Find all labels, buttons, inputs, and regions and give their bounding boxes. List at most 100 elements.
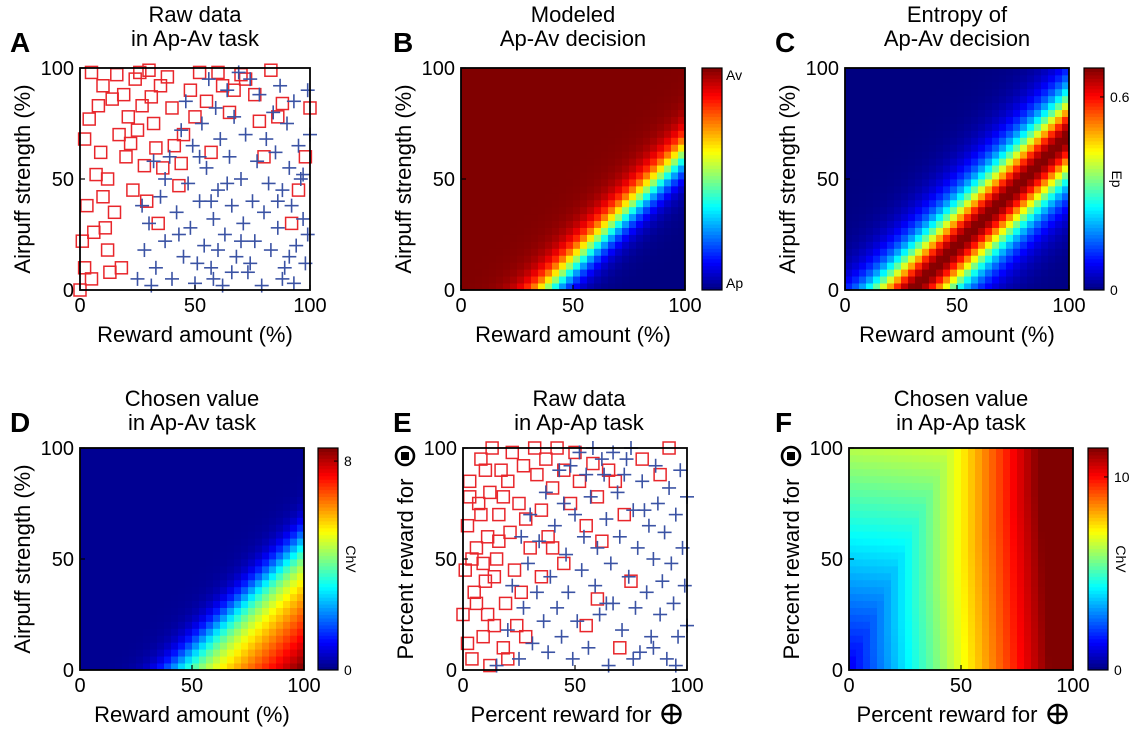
heatmap-cell <box>1045 468 1053 477</box>
heatmap-cell <box>873 95 881 104</box>
heatmap-cell <box>157 628 165 636</box>
heatmap-cell <box>227 489 235 497</box>
heatmap-cell <box>136 524 144 532</box>
heatmap-cell <box>1066 448 1074 456</box>
heatmap-cell <box>269 579 277 588</box>
heatmap-cell <box>503 74 511 83</box>
heatmap-cell <box>866 109 874 117</box>
heatmap-cell <box>929 102 937 111</box>
heatmap-cell <box>496 248 504 256</box>
heatmap-cell <box>957 123 965 131</box>
heatmap-cell <box>559 144 567 152</box>
heatmap-cell <box>503 109 511 117</box>
heatmap-cell <box>964 213 972 222</box>
heatmap-cell <box>863 593 871 602</box>
heatmap-cell <box>594 137 602 145</box>
heatmap-cell <box>1024 593 1032 602</box>
heatmap-cell <box>594 116 602 124</box>
heatmap-cell <box>643 234 651 242</box>
heatmap-cell <box>489 185 497 194</box>
heatmap-cell <box>961 642 969 650</box>
heatmap-cell <box>629 283 637 291</box>
approach-marker <box>487 570 502 584</box>
heatmap-cell <box>482 234 490 242</box>
approach-marker <box>530 467 544 482</box>
approach-marker <box>100 243 115 257</box>
heatmap-cell <box>859 262 867 270</box>
heatmap-cell <box>908 172 916 180</box>
heatmap-cell <box>199 607 207 615</box>
heatmap-cell <box>908 234 916 242</box>
heatmap-cell <box>1062 172 1070 180</box>
heatmap-cell <box>950 165 958 173</box>
heatmap-cell <box>1006 234 1014 242</box>
heatmap-cell <box>919 621 927 629</box>
heatmap-cell <box>978 192 986 201</box>
heatmap-cell <box>262 538 270 546</box>
heatmap-cell <box>870 586 878 595</box>
heatmap-cell <box>1048 88 1056 97</box>
avoid-marker <box>650 496 665 511</box>
heatmap-cell <box>94 579 102 588</box>
heatmap-cell <box>870 496 878 504</box>
heatmap-cell <box>845 130 853 138</box>
heatmap-cell <box>276 642 284 650</box>
heatmap-cell <box>206 461 214 470</box>
heatmap-cell <box>1020 88 1028 97</box>
heatmap-cell <box>538 262 546 270</box>
heatmap-cell <box>164 586 172 595</box>
heatmap-cell <box>884 454 892 463</box>
heatmap-cell <box>171 579 179 588</box>
y-tick-label: 50 <box>52 549 74 571</box>
heatmap-cell <box>283 524 291 532</box>
heatmap-cell <box>1062 255 1070 263</box>
colorbar-step <box>318 479 338 484</box>
heatmap-cell <box>629 68 637 76</box>
approach-marker <box>478 574 493 588</box>
approach-marker <box>135 98 149 113</box>
heatmap-cell <box>898 600 906 608</box>
colorbar-step <box>318 611 338 615</box>
heatmap-cell <box>227 635 235 643</box>
heatmap-cell <box>884 642 892 650</box>
heatmap-cell <box>887 165 895 173</box>
heatmap-cell <box>220 489 228 497</box>
heatmap-cell <box>1010 510 1018 518</box>
heatmap-cell <box>985 151 993 159</box>
heatmap-cell <box>1010 593 1018 602</box>
heatmap-cell <box>971 199 979 208</box>
heatmap-cell <box>856 559 864 567</box>
heatmap-cell <box>852 151 860 159</box>
heatmap-cell <box>573 248 581 256</box>
heatmap-cell <box>908 102 916 111</box>
heatmap-cell <box>954 593 962 602</box>
heatmap-cell <box>150 448 158 456</box>
heatmap-cell <box>664 269 672 277</box>
heatmap-cell <box>908 74 916 83</box>
heatmap-cell <box>1006 269 1014 277</box>
heatmap-cell <box>926 642 934 650</box>
heatmap-cell <box>859 172 867 180</box>
heatmap-cell <box>157 482 165 491</box>
heatmap-cell <box>482 116 490 124</box>
approach-marker <box>465 652 479 666</box>
heatmap-cell <box>1052 628 1060 636</box>
heatmap-cell <box>982 635 990 643</box>
heatmap-cell <box>559 151 567 159</box>
heatmap-cell <box>150 565 158 574</box>
heatmap-cell <box>877 572 885 581</box>
heatmap-cell <box>989 538 997 546</box>
heatmap-cell <box>877 461 885 470</box>
heatmap-cell <box>538 283 546 291</box>
heatmap-cell <box>1059 482 1067 491</box>
heatmap-cell <box>143 510 151 518</box>
heatmap-cell <box>940 600 948 608</box>
heatmap-cell <box>297 635 305 643</box>
heatmap-cell <box>664 165 672 173</box>
heatmap-cell <box>122 448 130 456</box>
heatmap-cell <box>510 151 518 159</box>
heatmap-cell <box>1052 586 1060 595</box>
heatmap-cell <box>863 489 871 497</box>
avoid-marker <box>194 116 209 131</box>
heatmap-cell <box>122 552 130 560</box>
